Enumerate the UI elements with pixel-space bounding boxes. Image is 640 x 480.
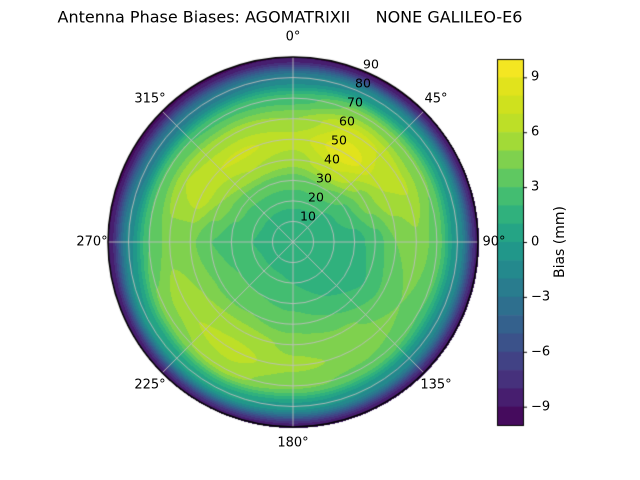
radial-tick-label-90: 90 <box>363 56 379 72</box>
angle-tick-label-45: 45° <box>424 91 448 107</box>
colorbar-tick-label-3: 3 <box>531 179 540 195</box>
colorbar-tick-label-6: 6 <box>531 124 540 140</box>
colorbar-tick-label-m3: −3 <box>531 289 551 305</box>
angle-tick-label-315: 315° <box>134 91 166 107</box>
radial-tick-label-70: 70 <box>347 94 363 110</box>
colorbar-tick-label-9: 9 <box>531 69 540 85</box>
radial-tick-label-30: 30 <box>316 170 332 186</box>
colorbar-axis-label: Bias (mm) <box>552 205 568 279</box>
angle-tick-label-0: 0° <box>285 29 301 45</box>
angle-tick-label-180: 180° <box>277 435 309 451</box>
radial-tick-label-20: 20 <box>308 189 324 205</box>
angle-tick-label-225: 225° <box>134 377 166 393</box>
radial-tick-label-40: 40 <box>324 151 340 167</box>
radial-tick-label-80: 80 <box>355 75 371 91</box>
radial-tick-label-60: 60 <box>339 113 355 129</box>
chart-title: Antenna Phase Biases: AGOMATRIXII NONE G… <box>57 7 523 27</box>
colorbar-tick-label-0: 0 <box>531 234 540 250</box>
colorbar-tick-label-m9: −9 <box>531 399 551 415</box>
angle-tick-label-270: 270° <box>76 234 108 250</box>
angle-tick-label-90: 90° <box>482 234 506 250</box>
radial-tick-label-50: 50 <box>331 132 347 148</box>
angle-tick-label-135: 135° <box>420 377 452 393</box>
colorbar-tick-label-m6: −6 <box>531 344 551 360</box>
radial-tick-label-10: 10 <box>300 208 316 224</box>
